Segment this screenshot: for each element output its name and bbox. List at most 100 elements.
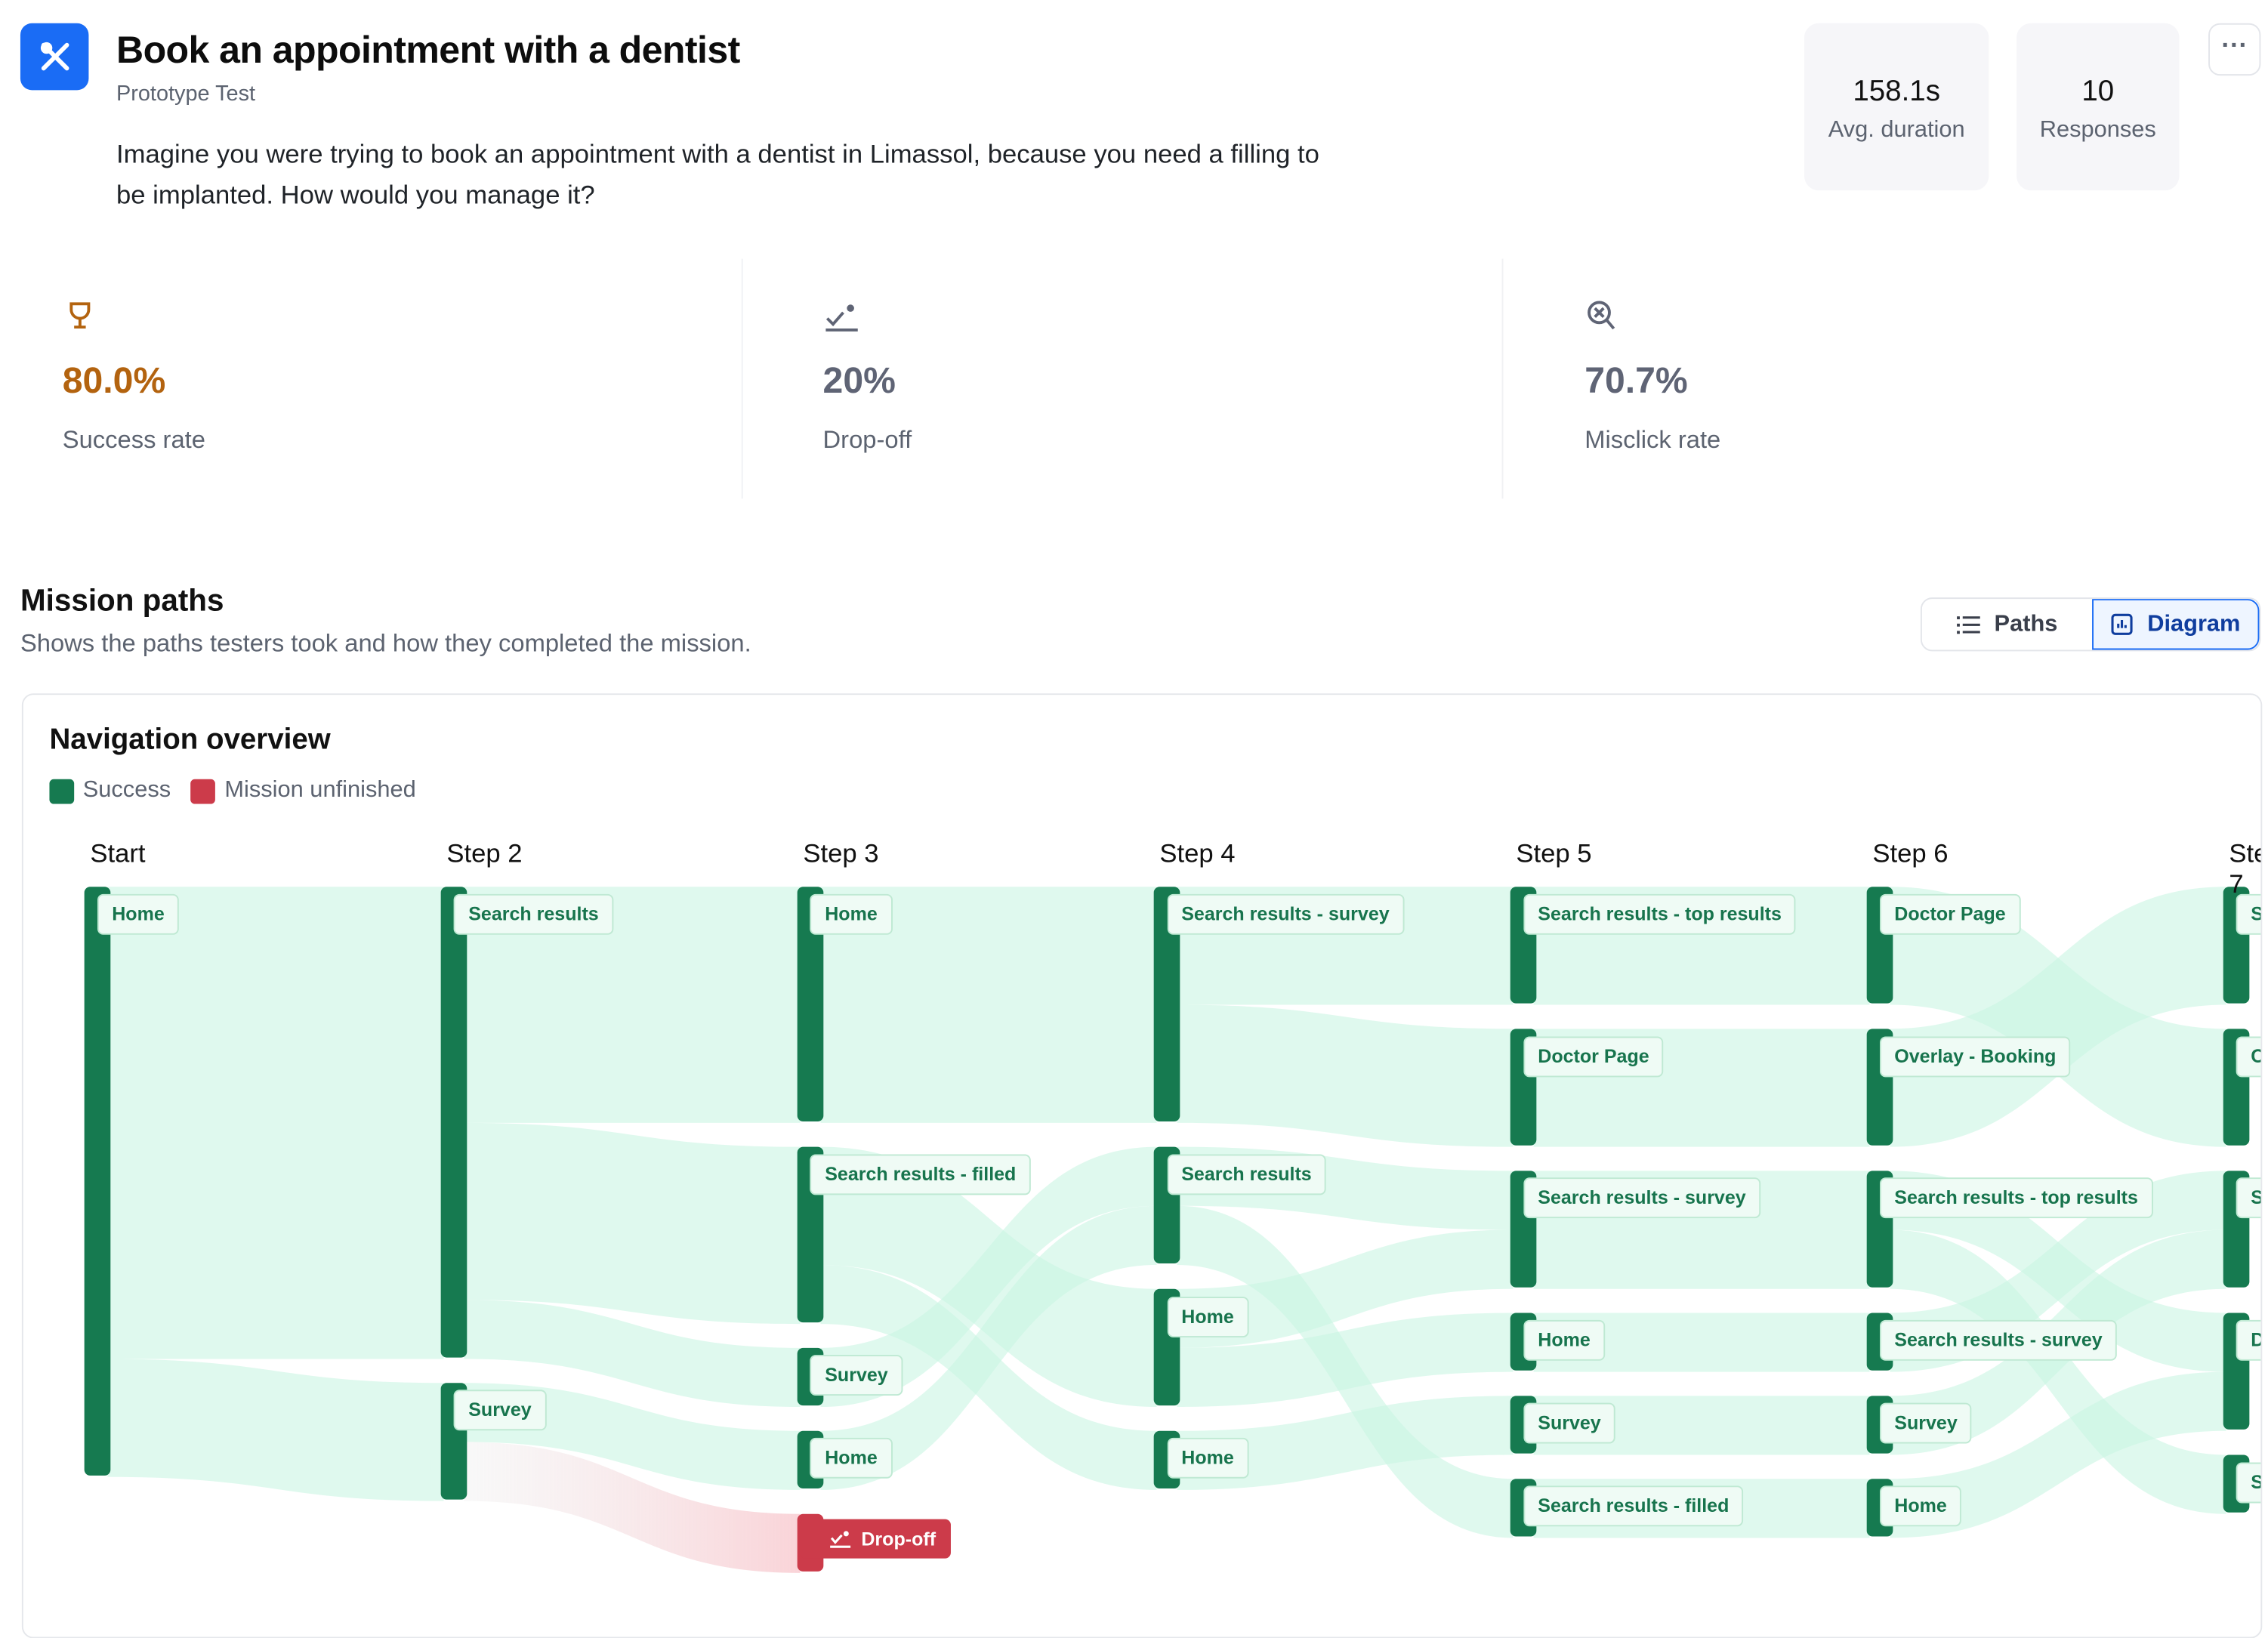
list-icon <box>1956 615 1980 634</box>
metric-label: Misclick rate <box>1585 426 1721 454</box>
flow-link <box>1177 1396 1514 1490</box>
node-label[interactable]: Search results <box>1166 1154 1326 1195</box>
column-header: Step 5 <box>1516 838 1592 868</box>
metric-misclick-rate: 70.7% Misclick rate <box>1585 298 1720 455</box>
node-label[interactable]: Doctor Page <box>1523 1035 1664 1077</box>
node-label[interactable]: Survey <box>1880 1402 1973 1444</box>
chart-icon <box>2111 613 2133 635</box>
paths-label: Paths <box>1994 611 2058 637</box>
node-label[interactable]: Home <box>1166 1438 1249 1479</box>
drop-off-icon <box>830 1532 851 1549</box>
flow-link <box>1177 1004 1514 1147</box>
legend-label: Mission unfinished <box>224 777 416 803</box>
more-options-button[interactable]: ··· <box>2208 23 2261 76</box>
flow-link <box>1177 1313 1514 1408</box>
metric-drop-off: 20% Drop-off <box>823 298 912 455</box>
flow-link <box>820 1205 1157 1490</box>
node-label[interactable]: Overlay - Booking <box>1880 1035 2071 1077</box>
navigation-overview-card: Navigation overview Success Mission unfi… <box>21 693 2263 1638</box>
node-label-text: Drop-off <box>861 1528 937 1550</box>
node-bar[interactable] <box>440 887 467 1358</box>
node-label[interactable]: Search results <box>453 893 613 935</box>
node-label[interactable]: Home <box>1880 1485 1962 1527</box>
section-subtitle: Shows the paths testers took and how the… <box>20 629 751 658</box>
flow-link <box>1533 1313 1870 1372</box>
column-header: Step 6 <box>1872 838 1949 868</box>
metric-label: Success rate <box>62 426 205 454</box>
drop-off-label[interactable]: Drop-off <box>800 1519 951 1559</box>
node-label[interactable]: Search results - survey <box>1523 1178 1760 1219</box>
node-label[interactable]: S <box>2236 1178 2261 1219</box>
page-title: Book an appointment with a dentist <box>116 27 740 72</box>
node-bar[interactable] <box>1153 887 1180 1121</box>
node-label[interactable]: S <box>2236 893 2261 935</box>
node-label[interactable]: Home <box>1166 1296 1249 1337</box>
node-label[interactable]: Search results - top results <box>1880 1178 2153 1219</box>
paths-view-button[interactable]: Paths <box>1922 599 2092 649</box>
view-toggle: Paths Diagram <box>1920 597 2261 652</box>
stat-label: Avg. duration <box>1828 117 1965 143</box>
section-title: Mission paths <box>20 584 224 618</box>
column-header: Step 3 <box>803 838 879 868</box>
flow-link <box>1533 1396 1870 1455</box>
legend-swatch-unfinished <box>191 778 216 804</box>
flow-link <box>464 1442 801 1573</box>
legend-label: Success <box>82 777 171 803</box>
metric-success-rate: 80.0% Success rate <box>63 298 205 455</box>
drop-off-icon <box>825 304 858 332</box>
misclick-icon <box>1588 301 1615 330</box>
flow-link <box>1890 1371 2226 1538</box>
node-label[interactable]: Search results - survey <box>1166 893 1404 935</box>
node-label[interactable]: Search results - survey <box>1880 1320 2117 1361</box>
node-label[interactable]: Search results - filled <box>1523 1485 1744 1527</box>
column-header: Step 7 <box>2229 838 2260 899</box>
diagram-label: Diagram <box>2147 611 2241 637</box>
task-description: Imagine you were trying to book an appoi… <box>116 139 1319 210</box>
node-label[interactable]: Home <box>810 893 893 935</box>
node-bar[interactable] <box>797 887 824 1121</box>
node-label[interactable]: Search results - top results <box>1523 893 1797 935</box>
metric-label: Drop-off <box>822 426 912 454</box>
node-label[interactable]: Home <box>810 1438 893 1479</box>
legend: Success Mission unfinished <box>49 777 416 804</box>
crossed-tools-icon <box>20 23 89 91</box>
stat-value: 10 <box>2081 76 2115 108</box>
node-label[interactable]: Doctor Page <box>1880 893 2020 935</box>
stat-label: Responses <box>2039 117 2156 143</box>
flow-link <box>464 1300 801 1408</box>
node-label[interactable]: Search results - filled <box>810 1154 1031 1195</box>
stat-responses: 10 Responses <box>2016 23 2180 191</box>
node-label[interactable]: C <box>2236 1035 2261 1077</box>
legend-swatch-success <box>49 778 75 804</box>
flow-link <box>464 1383 801 1490</box>
node-label[interactable]: Home <box>97 893 180 935</box>
sankey-diagram <box>84 887 2250 1573</box>
diagram-view-button[interactable]: Diagram <box>2092 599 2260 650</box>
test-type: Prototype Test <box>116 81 256 106</box>
column-header: Step 2 <box>446 838 523 868</box>
metric-value: 70.7% <box>1585 360 1688 402</box>
flow-link <box>1890 887 2226 1147</box>
trophy-icon <box>69 302 91 329</box>
node-label[interactable]: Home <box>1523 1320 1606 1361</box>
divider <box>741 258 743 499</box>
node-label[interactable]: Survey <box>453 1390 546 1431</box>
flow-link <box>1177 1229 1514 1348</box>
stat-avg-duration: 158.1s Avg. duration <box>1804 23 1989 191</box>
node-label[interactable]: D <box>2236 1320 2261 1361</box>
metric-value: 80.0% <box>62 360 166 402</box>
flow-link <box>820 1146 1157 1408</box>
flow-link <box>464 1122 801 1325</box>
node-label[interactable]: Survey <box>810 1355 903 1396</box>
stat-value: 158.1s <box>1853 76 1940 108</box>
diagram-title: Navigation overview <box>49 723 331 756</box>
node-label[interactable]: S <box>2236 1462 2261 1504</box>
column-header: Start <box>90 838 146 868</box>
flow-link <box>464 887 801 1123</box>
node-bar[interactable] <box>84 887 111 1476</box>
node-label[interactable]: Survey <box>1523 1402 1616 1444</box>
metric-value: 20% <box>822 360 896 402</box>
flow-link <box>820 887 1157 1123</box>
column-header: Step 4 <box>1159 838 1236 868</box>
